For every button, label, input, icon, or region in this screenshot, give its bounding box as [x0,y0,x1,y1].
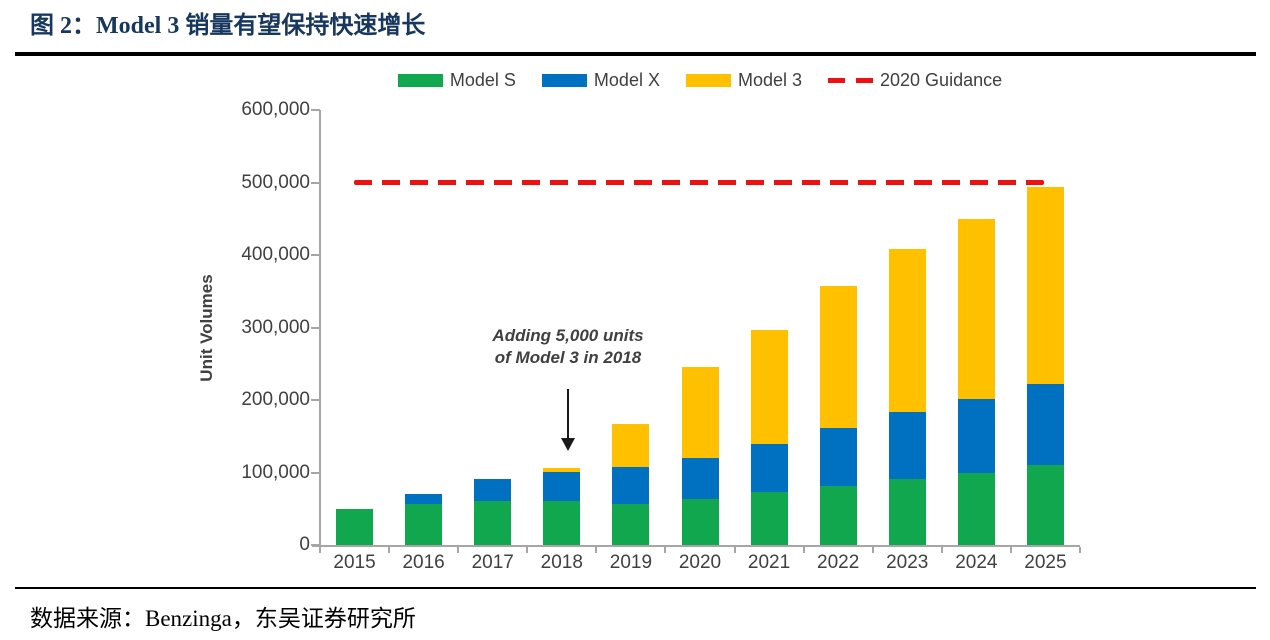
bar-segment-model-x-2025 [1026,384,1064,466]
x-tick-mark [388,547,391,553]
y-tick-mark [311,399,320,401]
y-tick-label: 0 [299,534,310,555]
bar-segment-model-s-2018 [543,500,581,545]
x-tick-mark [871,547,874,553]
y-tick-mark [311,181,320,184]
legend-item-model-3: Model 3 [685,69,803,91]
x-tick-mark [1079,547,1081,553]
legend-label: Model S [449,69,516,90]
bar-segment-model-s-2025 [1026,465,1064,545]
y-tick-label: 400,000 [241,244,310,265]
y-axis-title: Unit Volumes [197,274,216,382]
y-tick-label: 500,000 [241,171,310,193]
x-tick-label-2017: 2017 [471,552,514,573]
bar-segment-model-s-2022 [819,485,857,545]
legend-label: Model 3 [737,69,803,90]
bar-segment-model-x-2022 [819,428,857,486]
x-tick-label-2022: 2022 [817,552,860,573]
title-divider-rule [15,52,1256,56]
y-tick-label: 200,000 [241,389,310,410]
y-tick-mark [311,254,320,256]
bar-segment-model-x-2018 [543,471,581,501]
bar-segment-model-s-2020 [681,499,719,545]
bar-segment-model-x-2023 [888,412,926,480]
figure-title: 图 2：Model 3 销量有望保持快速增长 [30,13,426,39]
x-tick-label-2024: 2024 [955,552,998,573]
legend-swatch-icon [541,73,587,87]
y-tick-mark [311,109,320,111]
y-tick-mark [311,326,320,329]
bar-segment-model-3-2021 [750,330,788,445]
bar-segment-model-s-2021 [750,492,788,545]
y-tick-label: 300,000 [241,316,310,338]
legend-swatch-icon [397,73,443,87]
x-tick-mark [595,547,598,553]
legend-label: 2020 Guidance [880,69,1003,90]
bar-segment-model-3-2023 [888,249,926,413]
x-tick-mark [319,547,321,553]
chart-annotation: Adding 5,000 units of Model 3 in 2018 [492,326,644,368]
x-tick-mark [457,547,460,553]
chart-legend: Model S Model X Model 3 2020 Guidance [320,66,1080,94]
x-tick-label-2019: 2019 [609,552,653,573]
bar-segment-model-s-2019 [612,503,650,545]
x-tick-mark [1009,547,1012,553]
x-tick-label-2015: 2015 [333,552,376,573]
x-tick-label-2016: 2016 [402,552,445,573]
bar-segment-model-x-2021 [750,444,788,493]
legend-item-model-s: Model S [397,69,516,91]
x-tick-mark [802,547,805,553]
y-tick-mark [311,471,320,474]
annotation-arrow-icon [561,438,575,451]
x-tick-label-2021: 2021 [747,552,791,573]
y-tick-label: 100,000 [241,461,310,483]
x-axis-line [312,545,1080,547]
bar-segment-model-s-2023 [888,479,926,545]
y-tick-label: 600,000 [241,99,310,120]
bar-segment-model-s-2017 [474,500,512,545]
x-tick-label-2020: 2020 [678,552,722,573]
legend-item-guidance: 2020 Guidance [828,70,1002,91]
bar-segment-model-x-2024 [957,398,995,473]
source-divider-rule [15,587,1256,589]
bar-segment-model-x-2016 [405,493,443,504]
bar-segment-model-s-2024 [957,472,995,545]
x-tick-label-2025: 2025 [1024,552,1067,573]
legend-label: Model X [593,69,660,90]
x-tick-mark [526,547,529,553]
figure-source: 数据来源：Benzinga，东吴证券研究所 [30,606,416,631]
bar-segment-model-x-2020 [681,458,719,500]
x-tick-mark [664,547,667,553]
bar-segment-model-3-2022 [819,286,857,429]
legend-item-model-x: Model X [541,69,660,91]
bar-segment-model-3-2024 [957,218,995,399]
x-tick-label-2023: 2023 [886,552,929,573]
bar-segment-model-x-2019 [612,466,650,504]
bar-segment-model-3-2025 [1026,186,1064,385]
chart-plot-area [320,110,1080,545]
bar-segment-model-s-2016 [405,503,443,545]
legend-dash-icon [828,77,874,83]
annotation-arrow-shaft [567,389,569,439]
legend-swatch-icon [685,73,731,87]
y-tick-mark [311,544,320,546]
bar-segment-model-3-2019 [612,423,650,467]
bar-segment-model-s-2015 [336,508,374,545]
bar-segment-model-3-2018 [543,468,581,472]
y-axis-line [319,110,321,547]
bar-segment-model-3-2020 [681,367,719,458]
guidance-dashed-line [354,180,1044,185]
x-tick-mark [733,547,736,553]
x-tick-label-2018: 2018 [540,552,583,573]
x-tick-mark [940,547,943,553]
bar-segment-model-x-2017 [474,479,512,501]
